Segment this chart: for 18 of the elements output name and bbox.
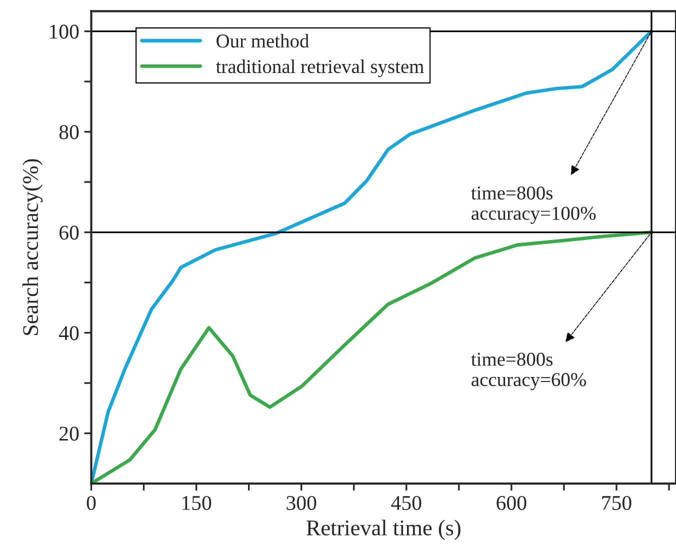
x-tick-label: 150 — [182, 496, 212, 510]
legend-label: Our method — [216, 34, 309, 48]
x-tick-label: 750 — [602, 496, 632, 510]
x-tick-label: 300 — [286, 496, 316, 510]
y-tick-label: 40 — [59, 326, 79, 340]
line-series — [91, 230, 654, 484]
y-tick-label: 100 — [50, 24, 79, 39]
x-axis-title: Retrieval time (s) — [306, 520, 460, 540]
y-tick-label: 20 — [60, 426, 79, 441]
y-axis-title: Search accuracy(%) — [22, 159, 43, 336]
legend-label: traditional retrieval system — [216, 59, 424, 78]
y-tick-label: 80 — [59, 125, 79, 140]
y-tick-label: 60 — [60, 226, 79, 240]
x-tick-label: 600 — [496, 496, 526, 510]
x-tick-label: 0 — [86, 496, 96, 510]
annotation: time=800s accuracy=60% — [471, 352, 586, 390]
x-tick-label: 450 — [391, 496, 422, 510]
annotation: time=800s accuracy=100% — [471, 186, 596, 224]
